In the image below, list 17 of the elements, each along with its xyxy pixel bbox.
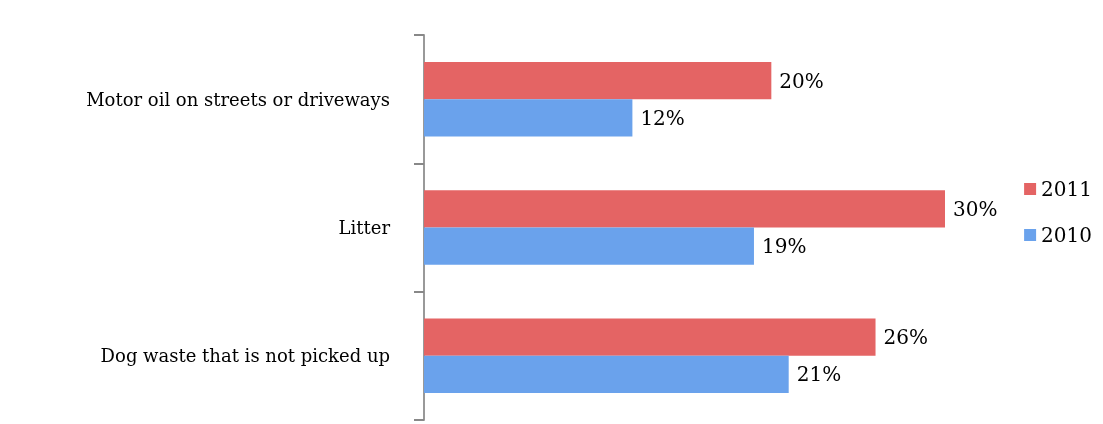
legend-label: 2011 — [1041, 177, 1093, 201]
y-tick-label: Litter — [338, 217, 391, 238]
data-label: 26% — [883, 325, 928, 350]
data-label: 21% — [796, 362, 842, 387]
data-label: 30% — [953, 196, 998, 221]
legend-label: 2010 — [1041, 223, 1093, 247]
y-tick-label: Motor oil on streets or driveways — [86, 88, 390, 110]
bar — [424, 318, 876, 356]
data-label: 20% — [779, 68, 824, 93]
bar — [424, 99, 633, 137]
bar — [424, 227, 754, 265]
data-label: 12% — [640, 105, 685, 130]
bar — [424, 190, 945, 228]
bar — [424, 61, 772, 100]
y-tick-label: Dog waste that is not picked up — [100, 345, 390, 367]
bar — [424, 355, 789, 394]
data-label: 19% — [761, 234, 807, 259]
